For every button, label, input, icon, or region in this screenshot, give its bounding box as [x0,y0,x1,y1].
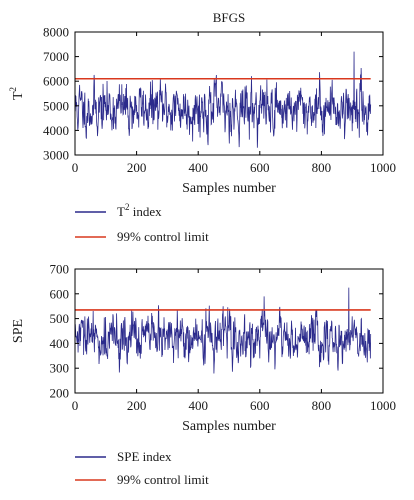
x-tick-label: 1000 [370,398,396,413]
x-tick-label: 800 [312,160,332,175]
index-series-line [75,51,372,148]
y-tick-label: 3000 [43,148,69,163]
x-axis-label: Samples number [182,181,276,196]
y-tick-label: 500 [50,311,70,326]
legend: T2 index 99% control limit [75,202,209,244]
y-axis-label: T2 [8,87,26,100]
x-tick-label: 1000 [370,160,396,175]
y-tick-label: 4000 [43,123,69,138]
plot-frame [74,31,384,156]
legend-series-label: SPE index [117,449,172,464]
y-tick-label: 400 [50,336,70,351]
y-tick-label: 5000 [43,98,69,113]
x-tick-label: 400 [188,160,208,175]
x-tick-label: 600 [250,160,270,175]
legend-limit-label: 99% control limit [117,472,209,487]
y-axis-label: SPE [11,319,26,343]
y-tick-label: 6000 [43,74,69,89]
index-series-line [75,287,372,374]
y-tick-label: 600 [50,286,70,301]
legend-series-label: T2 index [117,202,162,219]
spe-chart: 0 200 400 600 800 1000200300400500600700Sampl… [11,262,396,488]
x-tick-label: 200 [127,160,147,175]
x-tick-label: 600 [250,398,270,413]
y-tick-label: 200 [50,386,70,401]
y-tick-label: 300 [50,361,70,376]
legend-limit-label: 99% control limit [117,229,209,244]
x-tick-label: 200 [127,398,147,413]
y-tick-label: 7000 [43,49,69,64]
plot-frame [74,268,384,394]
x-tick-label: 0 [72,398,79,413]
x-tick-label: 400 [188,398,208,413]
chart-title: BFGS [213,10,246,25]
x-tick-label: 0 [72,160,79,175]
t2-chart: BFGS 0 200 400 600 800 1000 3000 4000 5000 6000 700… [8,10,396,244]
y-tick-label: 8000 [43,25,69,40]
x-tick-label: 800 [312,398,332,413]
x-axis-label: Samples number [182,419,276,434]
legend: SPE index 99% control limit [75,449,209,487]
y-tick-label: 700 [50,262,70,277]
